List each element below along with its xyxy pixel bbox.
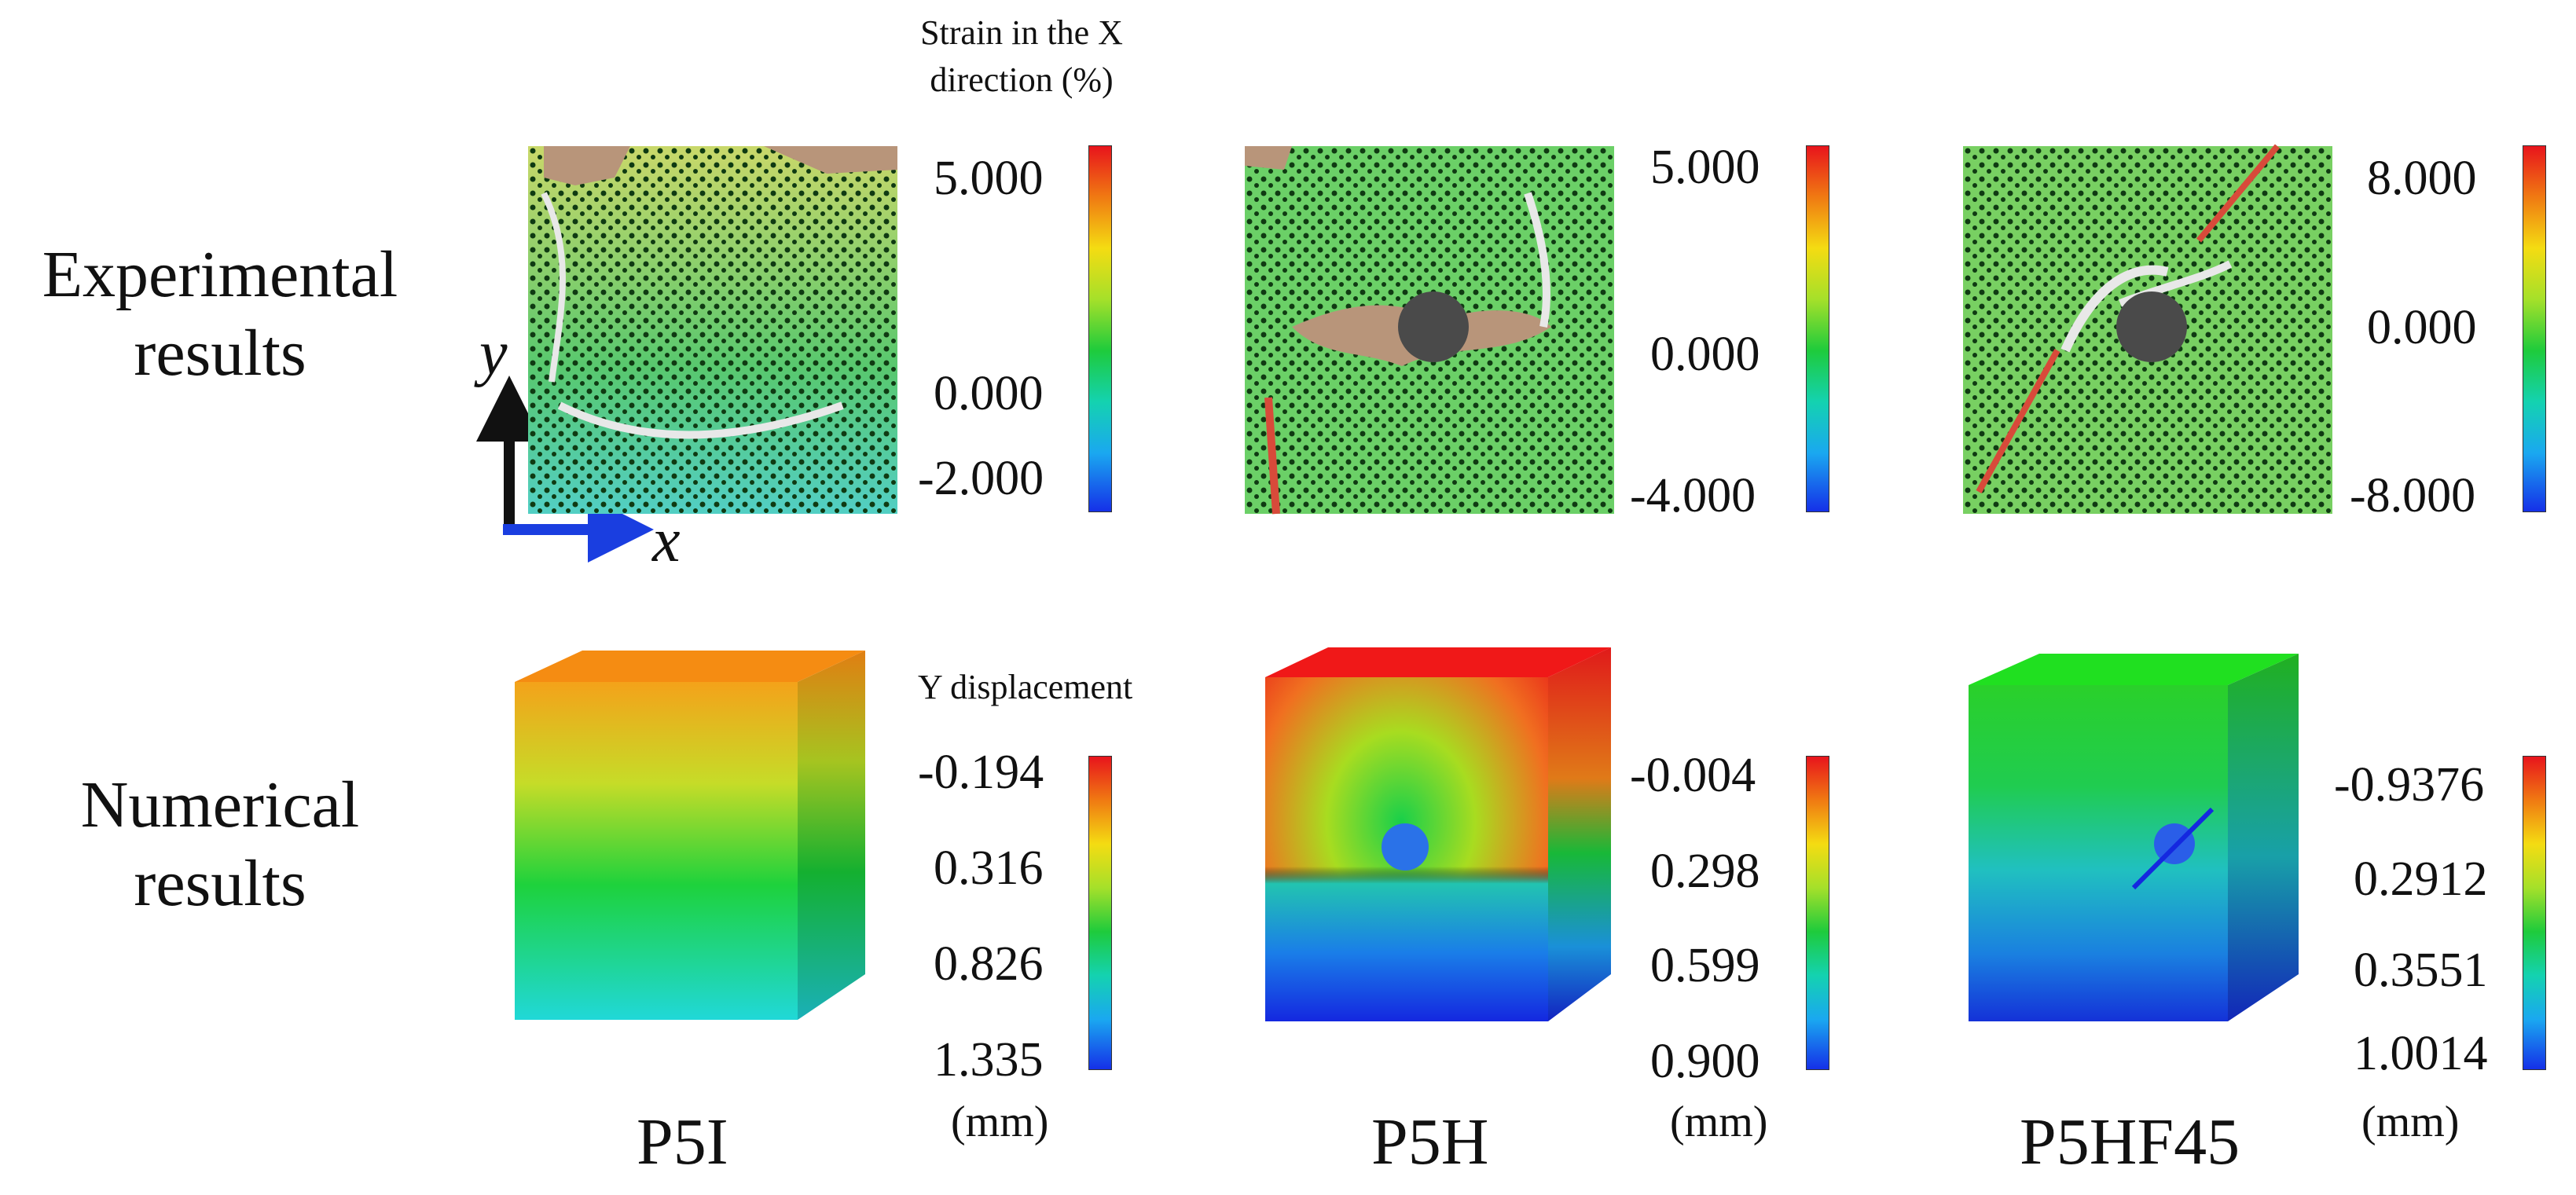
numerical-model-p5h: [1265, 647, 1611, 1021]
y-axis-label: y: [479, 319, 508, 388]
strain-tick: 0.000: [934, 367, 1044, 420]
displacement-tick: 0.826: [934, 937, 1044, 991]
strain-tick: 5.000: [1650, 141, 1760, 194]
displacement-tick: 0.316: [934, 841, 1044, 895]
displacement-tick: -0.194: [918, 746, 1044, 799]
displacement-tick: 0.3551: [2354, 944, 2488, 997]
displacement-tick: -0.004: [1630, 749, 1756, 802]
displacement-tick: 0.900: [1650, 1035, 1760, 1088]
strain-tick: 0.000: [2367, 301, 2477, 354]
specimen-name-p5hf45: P5HF45: [2020, 1105, 2240, 1179]
strain-tick: 5.000: [934, 152, 1044, 205]
strain-tick: 0.000: [1650, 328, 1760, 381]
displacement-colorbar-p5i: [1088, 756, 1112, 1070]
unit-label-p5hf45: (mm): [2361, 1098, 2460, 1146]
strain-colorbar-p5i: [1088, 145, 1112, 512]
strain-tick: -4.000: [1630, 469, 1756, 522]
experimental-results-label: Experimental results: [42, 238, 398, 390]
unit-label-p5i: (mm): [951, 1098, 1049, 1146]
displacement-tick: 1.0014: [2354, 1027, 2488, 1080]
displacement-tick: 0.298: [1650, 845, 1760, 898]
displacement-tick: 1.335: [934, 1033, 1044, 1087]
specimen-name-p5i: P5I: [637, 1105, 728, 1179]
strain-colorbar-title: Strain in the X direction (%): [920, 13, 1123, 99]
strain-tick: -8.000: [2350, 469, 2476, 522]
displacement-colorbar-title: Y displacement: [918, 668, 1133, 706]
unit-label-p5h: (mm): [1670, 1098, 1768, 1146]
displacement-colorbar-p5hf45: [2523, 756, 2546, 1070]
experimental-image-p5i: [528, 146, 897, 514]
numerical-results-label: Numerical results: [80, 768, 360, 920]
strain-colorbar-p5hf45: [2523, 145, 2546, 512]
displacement-colorbar-p5h: [1806, 756, 1829, 1070]
x-axis-label: x: [652, 506, 681, 575]
strain-colorbar-p5h: [1806, 145, 1829, 512]
specimen-name-p5h: P5H: [1371, 1105, 1489, 1179]
displacement-tick: 0.599: [1650, 939, 1760, 992]
experimental-image-p5hf45: [1963, 144, 2332, 514]
numerical-model-p5hf45: [1969, 654, 2299, 1021]
strain-tick: 8.000: [2367, 152, 2477, 205]
displacement-tick: 0.2912: [2354, 852, 2488, 906]
displacement-tick: -0.9376: [2334, 758, 2485, 812]
experimental-image-p5h: [1245, 146, 1614, 515]
strain-tick: -2.000: [918, 452, 1044, 505]
numerical-model-p5i: [515, 651, 865, 1020]
